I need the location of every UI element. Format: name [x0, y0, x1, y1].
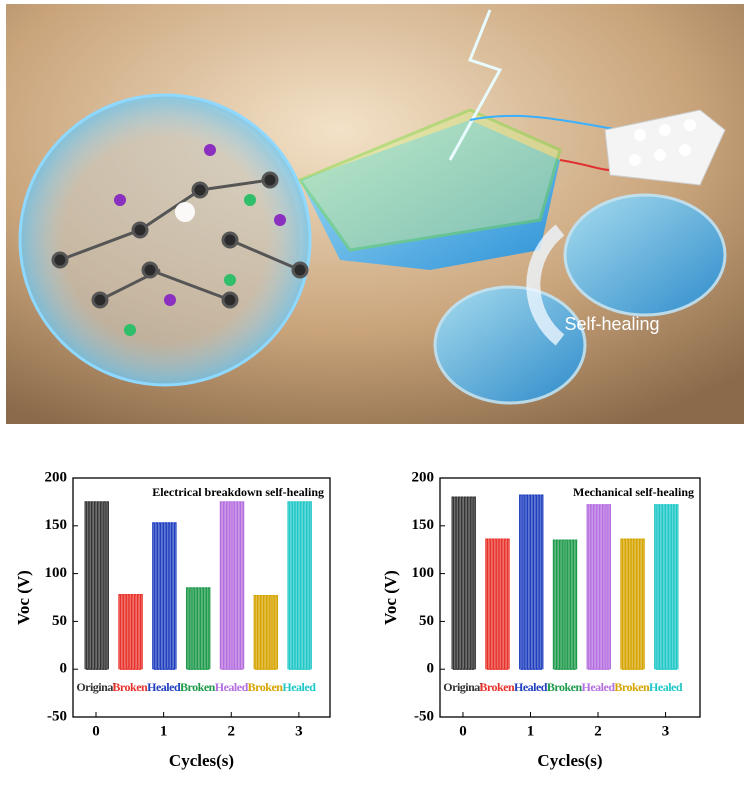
x-tick-label: 3 [295, 723, 303, 739]
pulse-group [287, 501, 312, 670]
x-tick-label: 0 [92, 723, 100, 739]
pulse-group [219, 501, 245, 670]
y-tick-label: 0 [60, 661, 68, 677]
y-tick-label: -50 [414, 708, 434, 724]
category-label: Healed [147, 680, 181, 694]
y-tick-label: 150 [45, 517, 68, 533]
plot-frame [72, 477, 331, 718]
x-tick-label: 1 [527, 723, 535, 739]
category-label: Broken [248, 680, 284, 694]
y-axis-label: Voc (V) [14, 570, 33, 625]
x-tick-label: 0 [459, 723, 467, 739]
x-tick-label: 2 [228, 723, 236, 739]
pulse-group [451, 496, 476, 670]
category-label: Healed [582, 680, 616, 694]
x-tick-label: 3 [662, 723, 670, 739]
pulse-group [84, 501, 109, 670]
category-label: Broken [547, 680, 583, 694]
category-label: Original [443, 680, 484, 694]
pulse-group [185, 587, 211, 670]
x-tick-label: 1 [160, 723, 168, 739]
pulse-group [152, 522, 177, 670]
y-tick-label: 100 [45, 565, 68, 581]
pulse-group [654, 504, 679, 670]
category-label: Original [76, 680, 117, 694]
category-label: Broken [479, 680, 515, 694]
y-tick-label: 200 [412, 469, 435, 485]
plot-frame [439, 477, 701, 718]
y-tick-label: -50 [47, 708, 67, 724]
pulse-group [620, 538, 645, 670]
y-tick-label: 0 [427, 661, 435, 677]
pulse-group [519, 494, 544, 670]
x-tick-label: 2 [594, 723, 602, 739]
pulse-group [253, 594, 279, 670]
pulse-group [118, 593, 143, 670]
x-axis-label: Cycles(s) [537, 751, 602, 770]
category-label: Healed [514, 680, 548, 694]
pulse-group [586, 504, 611, 670]
pulse-group [552, 539, 578, 670]
y-tick-label: 100 [412, 565, 435, 581]
y-tick-label: 50 [419, 613, 434, 629]
annotation: Electrical breakdown self-healing [152, 485, 324, 499]
x-axis-label: Cycles(s) [169, 751, 234, 770]
illustration: Self-healing [6, 4, 744, 424]
category-label: Broken [112, 680, 148, 694]
y-tick-label: 150 [412, 517, 435, 533]
y-tick-label: 50 [52, 613, 67, 629]
pulse-group [485, 538, 510, 670]
annotation: Mechanical self-healing [573, 485, 694, 499]
category-label: Broken [614, 680, 650, 694]
y-tick-label: 200 [45, 469, 68, 485]
category-label: Broken [180, 680, 216, 694]
category-label: Healed [282, 680, 316, 694]
category-label: Healed [215, 680, 249, 694]
illustration-label: Self-healing [564, 314, 659, 334]
category-label: Healed [649, 680, 683, 694]
y-axis-label: Voc (V) [381, 570, 400, 625]
